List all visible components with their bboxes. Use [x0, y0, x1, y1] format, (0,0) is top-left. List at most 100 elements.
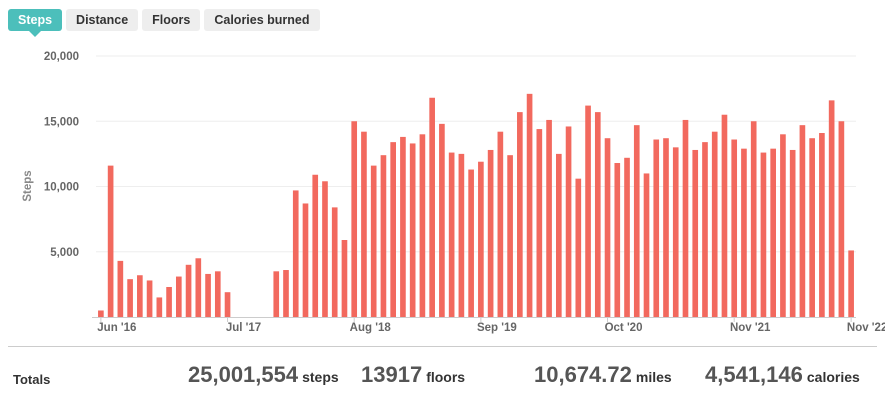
bar[interactable]	[565, 126, 572, 317]
bar[interactable]	[478, 161, 484, 317]
bar[interactable]	[322, 181, 328, 317]
bar[interactable]	[185, 264, 192, 317]
bar[interactable]	[341, 240, 348, 317]
totals-label: Totals	[13, 372, 51, 387]
bar[interactable]	[409, 143, 416, 317]
bar[interactable]	[419, 134, 426, 317]
bar[interactable]	[98, 310, 104, 317]
bar[interactable]	[828, 100, 835, 318]
bar[interactable]	[273, 271, 280, 317]
bar[interactable]	[604, 138, 611, 317]
bar[interactable]	[195, 258, 202, 317]
bar[interactable]	[672, 147, 679, 317]
bar[interactable]	[312, 174, 319, 317]
bar[interactable]	[283, 270, 289, 317]
bar[interactable]	[770, 148, 776, 317]
tab-steps[interactable]: Steps	[8, 9, 63, 37]
bar[interactable]	[468, 169, 474, 317]
bar[interactable]	[575, 178, 582, 317]
y-axis-label: Steps	[22, 170, 34, 201]
bar[interactable]	[107, 165, 114, 317]
bar[interactable]	[555, 153, 562, 318]
total-calories: 4,541,146 calories	[705, 362, 860, 388]
totals-row: Totals 25,001,554 steps 13917 floors 10,67…	[0, 362, 885, 394]
bar[interactable]	[760, 152, 767, 317]
bar[interactable]	[390, 142, 396, 317]
bar[interactable]	[585, 105, 591, 317]
bar[interactable]	[331, 207, 338, 317]
bar[interactable]	[507, 155, 513, 317]
bar[interactable]	[536, 129, 543, 317]
bar[interactable]	[848, 250, 854, 317]
bar[interactable]	[380, 155, 387, 317]
bar[interactable]	[517, 112, 523, 317]
bar[interactable]	[224, 292, 231, 317]
bar[interactable]	[780, 134, 786, 317]
bar[interactable]	[702, 142, 708, 317]
bar[interactable]	[487, 149, 494, 317]
y-tick-label: 15,000	[44, 116, 79, 128]
chart-grid	[96, 55, 856, 253]
x-tick-label: Aug '18	[350, 322, 392, 334]
bar[interactable]	[741, 148, 747, 317]
bar[interactable]	[633, 125, 640, 317]
bar[interactable]	[137, 275, 143, 317]
bar[interactable]	[750, 121, 757, 317]
y-tick-label: 5,000	[50, 247, 79, 259]
bar[interactable]	[721, 114, 728, 317]
bar[interactable]	[838, 121, 845, 317]
bar[interactable]	[809, 138, 815, 317]
bar[interactable]	[546, 119, 552, 317]
bar[interactable]	[127, 279, 133, 317]
bar[interactable]	[497, 131, 504, 317]
total-distance: 10,674.72 miles	[534, 362, 672, 388]
bar[interactable]	[624, 157, 630, 317]
bar[interactable]	[819, 133, 825, 317]
tab-floors[interactable]: Floors	[142, 9, 201, 31]
bar[interactable]	[214, 271, 221, 317]
bar[interactable]	[429, 97, 435, 317]
x-tick-label: Nov '21	[730, 322, 771, 334]
bar[interactable]	[458, 153, 465, 318]
bar[interactable]	[653, 139, 660, 317]
bar[interactable]	[682, 119, 689, 317]
bar[interactable]	[166, 286, 172, 317]
y-tick-label: 10,000	[44, 182, 79, 194]
bar[interactable]	[526, 93, 533, 317]
bar[interactable]	[663, 138, 669, 317]
bar[interactable]	[156, 297, 163, 317]
bar[interactable]	[731, 139, 738, 317]
total-steps-unit: steps	[302, 369, 339, 385]
bar[interactable]	[439, 123, 445, 317]
bar[interactable]	[643, 173, 650, 317]
bar[interactable]	[205, 273, 211, 317]
bar[interactable]	[370, 165, 377, 317]
total-steps: 25,001,554 steps	[188, 362, 339, 388]
bar[interactable]	[361, 131, 367, 317]
x-tick-label: Jun '16	[97, 322, 136, 334]
bar[interactable]	[117, 260, 124, 317]
bar[interactable]	[448, 152, 455, 317]
total-distance-value: 10,674.72	[534, 362, 632, 387]
x-tick-label: Jul '17	[226, 322, 261, 334]
bar[interactable]	[789, 149, 796, 317]
chart-bars	[98, 93, 854, 318]
bar[interactable]	[351, 121, 358, 317]
bar[interactable]	[302, 203, 309, 317]
x-tick-label: Oct '20	[605, 322, 643, 334]
y-axis-ticks: 5,000 10,000 15,000 20,000	[44, 51, 79, 259]
x-axis-ticks: Jun '16 Jul '17 Aug '18 Sep '19 Oct '20 Nov '…	[97, 317, 885, 334]
bar[interactable]	[711, 131, 718, 317]
tab-distance[interactable]: Distance	[66, 9, 139, 31]
bar[interactable]	[692, 149, 699, 317]
bar[interactable]	[799, 125, 806, 317]
bar[interactable]	[146, 280, 153, 317]
bar[interactable]	[175, 276, 182, 317]
tab-calories-burned[interactable]: Calories burned	[204, 9, 320, 31]
bar[interactable]	[292, 190, 299, 317]
total-calories-unit: calories	[806, 369, 860, 385]
bar[interactable]	[614, 163, 621, 317]
bar[interactable]	[594, 112, 601, 317]
total-distance-unit: miles	[635, 369, 672, 385]
bar[interactable]	[400, 136, 406, 317]
